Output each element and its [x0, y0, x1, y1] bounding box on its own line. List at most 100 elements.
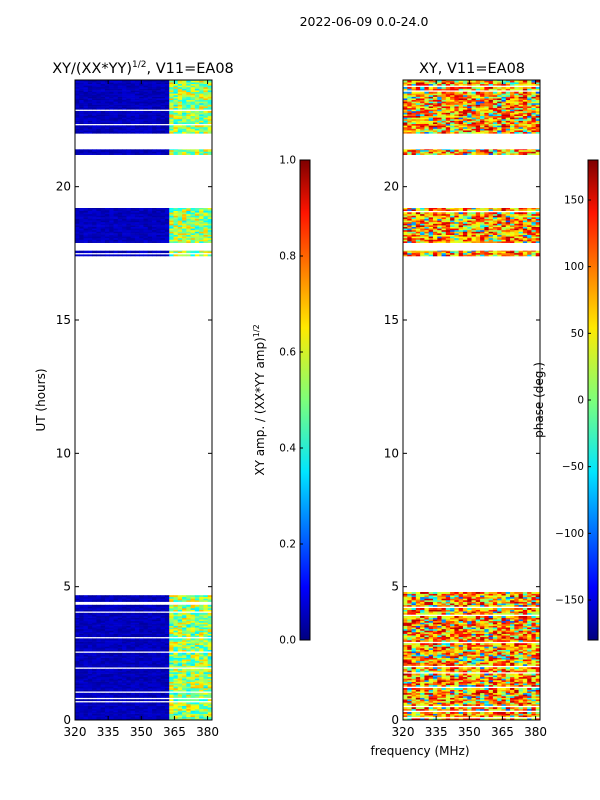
heatmap-cell [130, 660, 136, 663]
heatmap-cell [87, 622, 93, 625]
heatmap-cell [173, 640, 179, 642]
heatmap-cell [518, 675, 524, 678]
heatmap-cell [207, 229, 213, 232]
heatmap-cell [203, 85, 209, 88]
heatmap-cell [113, 670, 119, 673]
heatmap-cell [177, 234, 183, 237]
heatmap-cell [87, 620, 93, 623]
heatmap-cell [143, 672, 149, 674]
y-tick-label: 20 [56, 180, 71, 194]
heatmap-cell [445, 696, 451, 698]
heatmap-cell [177, 633, 183, 636]
heatmap-cell [450, 718, 455, 721]
heatmap-cell [403, 689, 408, 692]
heatmap-cell [100, 640, 106, 642]
heatmap-cell [143, 625, 149, 628]
heatmap-cell [117, 96, 123, 99]
heatmap-cell [480, 708, 485, 711]
heatmap-cell [100, 210, 106, 213]
heatmap-cell [199, 126, 204, 129]
heatmap-cell [203, 648, 209, 650]
heatmap-cell [139, 215, 144, 218]
heatmap-cell [143, 675, 149, 678]
heatmap-cell [160, 153, 166, 155]
heatmap-cell [96, 130, 102, 133]
heatmap-cell [407, 691, 412, 694]
heatmap-cell [471, 712, 477, 714]
heatmap-cell [471, 681, 477, 684]
heatmap-cell [87, 646, 93, 649]
heatmap-cell [147, 630, 153, 633]
heatmap-cell [480, 699, 485, 702]
heatmap-cell [194, 151, 200, 154]
heatmap-cell [484, 678, 490, 681]
heatmap-cell [143, 643, 149, 646]
heatmap-cell [160, 88, 166, 91]
heatmap-cell [75, 640, 80, 642]
heatmap-cell [160, 692, 166, 695]
heatmap-cell [130, 91, 136, 94]
heatmap-cell [160, 90, 166, 93]
heatmap-cell [484, 680, 490, 682]
heatmap-cell [458, 678, 464, 681]
heatmap-cell [428, 692, 434, 695]
heatmap-cell [156, 683, 162, 686]
heatmap-cell [445, 680, 451, 682]
heatmap-cell [186, 708, 191, 711]
heatmap-cell [484, 681, 490, 684]
heatmap-cell [458, 691, 464, 694]
heatmap-cell [83, 85, 89, 88]
heatmap-cell [100, 686, 106, 689]
heatmap-cell [113, 93, 119, 96]
heatmap-cell [152, 604, 157, 607]
heatmap-cell [109, 96, 114, 99]
heatmap-cell [139, 107, 144, 110]
heatmap-cell [203, 231, 209, 234]
heatmap-cell [194, 82, 200, 85]
heatmap-cell [96, 596, 102, 599]
heatmap-cell [83, 104, 89, 107]
heatmap-cell [194, 616, 200, 618]
heatmap-cell [122, 643, 127, 646]
heatmap-cell [109, 153, 114, 155]
heatmap-cell [109, 107, 114, 110]
heatmap-cell [173, 643, 179, 646]
heatmap-cell [177, 85, 183, 88]
heatmap-cell [156, 91, 162, 94]
heatmap-cell [173, 622, 179, 625]
heatmap-cell [147, 220, 153, 223]
heatmap-cell [100, 114, 106, 117]
heatmap-cell [160, 644, 166, 647]
heatmap-cell [203, 94, 209, 97]
heatmap-cell [194, 676, 200, 679]
heatmap-cell [113, 718, 119, 721]
heatmap-cell [207, 101, 213, 104]
heatmap-cell [467, 684, 472, 687]
heatmap-cell [190, 218, 196, 221]
heatmap-cell [510, 700, 515, 703]
heatmap-cell [104, 223, 110, 226]
heatmap-cell [122, 696, 127, 698]
heatmap-cell [505, 715, 511, 718]
heatmap-cell [182, 118, 187, 121]
heatmap-cell [147, 684, 153, 687]
heatmap-cell [96, 675, 102, 678]
heatmap-cell [471, 689, 477, 692]
heatmap-cell [96, 620, 102, 623]
heatmap-cell [156, 624, 162, 626]
heatmap-cell [79, 101, 84, 104]
heatmap-cell [87, 625, 93, 628]
heatmap-cell [428, 708, 434, 711]
heatmap-cell [173, 251, 179, 254]
heatmap-cell [139, 632, 144, 634]
heatmap-cell [134, 107, 140, 110]
heatmap-cell [96, 231, 102, 234]
heatmap-cell [194, 640, 200, 642]
heatmap-cell [96, 654, 102, 657]
heatmap-cell [152, 628, 157, 631]
heatmap-cell [152, 680, 157, 682]
heatmap-cell [169, 250, 174, 252]
heatmap-cell [186, 218, 191, 221]
heatmap-cell [152, 614, 157, 617]
heatmap-cell [411, 692, 417, 695]
